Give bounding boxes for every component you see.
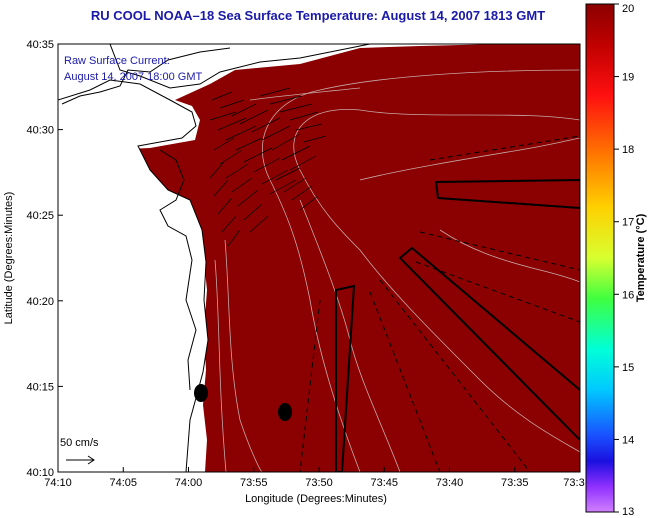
x-tick-label: 73:40 <box>436 477 464 489</box>
y-tick-label: 40:10 <box>26 467 54 479</box>
colorbar-tick-label: 13 <box>622 506 634 518</box>
x-axis: 74:10 74:05 74:00 73:55 73:50 73:45 73:40 73:35… <box>44 467 585 489</box>
y-axis: 40:35 40:30 40:25 40:20 40:15 40:10 <box>26 39 63 479</box>
y-tick-label: 40:30 <box>26 125 54 137</box>
annotation-line1: Raw Surface Current: <box>64 55 170 67</box>
x-tick-label: 73:45 <box>370 477 398 489</box>
dashed-lines <box>299 135 580 472</box>
x-tick-label: 74:05 <box>109 477 137 489</box>
x-axis-label: Longitude (Degrees:Minutes) <box>245 493 387 505</box>
station-marker <box>278 403 292 421</box>
colorbar-tick-label: 17 <box>622 217 634 229</box>
y-axis-label: Latitude (Degrees:Minutes) <box>3 192 15 325</box>
isotherms <box>214 69 580 472</box>
coastline <box>58 44 209 472</box>
colorbar-tick-label: 19 <box>622 72 634 84</box>
radar-wedges <box>335 178 580 472</box>
colorbar-tick-label: 16 <box>622 289 634 301</box>
colorbar-label: Temperature (°C) <box>635 213 647 302</box>
x-tick-label: 74:10 <box>44 477 72 489</box>
y-tick-label: 40:20 <box>26 296 54 308</box>
chart-title: RU COOL NOAA–18 Sea Surface Temperature:… <box>91 8 545 23</box>
x-tick-label: 73:50 <box>305 477 333 489</box>
scale-arrow <box>66 455 95 465</box>
y-tick-label: 40:25 <box>26 210 54 222</box>
y-tick-label: 40:35 <box>26 39 54 51</box>
plot-area: 50 cm/s Raw Surface Current: August 14, … <box>58 44 580 472</box>
northern-land <box>109 44 371 89</box>
x-tick-label: 73:3 <box>563 477 584 489</box>
colorbar-tick-label: 18 <box>622 144 634 156</box>
current-vectors <box>209 87 327 247</box>
annotation-line2: August 14, 2007 18:00 GMT <box>64 71 202 83</box>
x-tick-label: 73:55 <box>240 477 268 489</box>
colorbar <box>585 3 615 513</box>
bay-outline <box>61 47 231 391</box>
y-tick-label: 40:15 <box>26 381 54 393</box>
colorbar-tick-label: 14 <box>622 434 634 446</box>
sst-field <box>104 44 580 472</box>
colorbar-ticks: 20 19 18 17 16 15 14 13 <box>614 3 634 518</box>
station-marker <box>194 384 208 402</box>
colorbar-tick-label: 20 <box>622 3 634 15</box>
x-tick-label: 73:35 <box>501 477 529 489</box>
scale-label: 50 cm/s <box>60 437 99 449</box>
colorbar-tick-label: 15 <box>622 362 634 374</box>
x-tick-label: 74:00 <box>175 477 203 489</box>
